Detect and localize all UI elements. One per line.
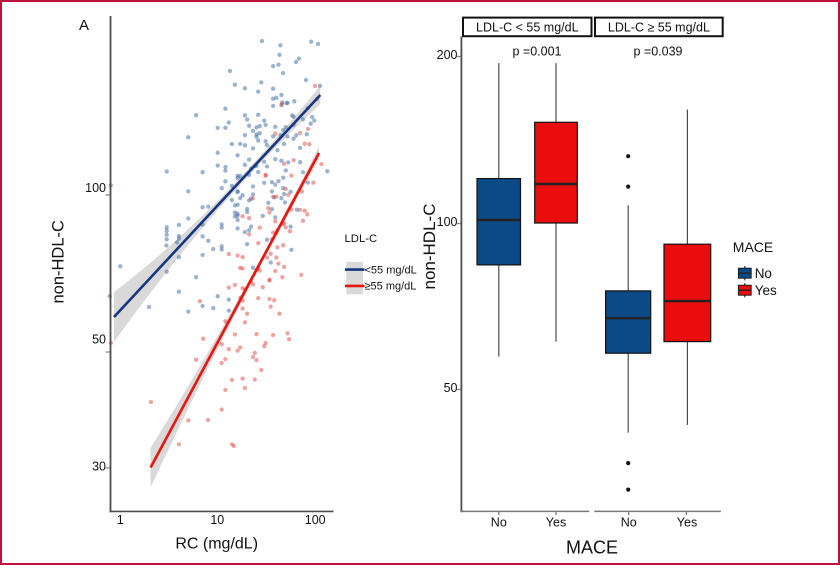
svg-text:50: 50 (92, 332, 106, 346)
svg-text:30: 30 (92, 460, 106, 474)
svg-text:LDL-C ≥ 55 mg/dL: LDL-C ≥ 55 mg/dL (608, 21, 710, 35)
svg-text:Yes: Yes (546, 516, 566, 530)
svg-text:100: 100 (85, 181, 106, 195)
svg-text:Yes: Yes (755, 283, 777, 298)
svg-text:No: No (491, 516, 507, 530)
svg-text:A: A (79, 17, 89, 34)
svg-text:200: 200 (437, 48, 458, 62)
svg-text:No: No (755, 266, 772, 281)
svg-text:p =0.001: p =0.001 (512, 45, 561, 59)
svg-text:No: No (621, 516, 637, 530)
svg-text:50: 50 (444, 381, 458, 395)
svg-text:100: 100 (437, 215, 458, 229)
svg-text:10: 10 (210, 513, 224, 527)
svg-text:1: 1 (117, 513, 124, 527)
svg-text:non-HDL-C: non-HDL-C (420, 204, 439, 290)
svg-text:100: 100 (305, 513, 326, 527)
svg-text:MACE: MACE (566, 538, 618, 558)
svg-text:Yes: Yes (677, 516, 697, 530)
svg-text:LDL-C: LDL-C (345, 233, 378, 245)
svg-text:≥55 mg/dL: ≥55 mg/dL (365, 281, 417, 293)
svg-text:LDL-C < 55 mg/dL: LDL-C < 55 mg/dL (476, 21, 579, 35)
svg-text:<55 mg/dL: <55 mg/dL (365, 264, 417, 276)
svg-text:MACE: MACE (733, 239, 773, 255)
svg-text:RC (mg/dL): RC (mg/dL) (175, 536, 258, 553)
svg-text:non-HDL-C: non-HDL-C (50, 220, 68, 304)
svg-text:p =0.039: p =0.039 (633, 45, 682, 59)
